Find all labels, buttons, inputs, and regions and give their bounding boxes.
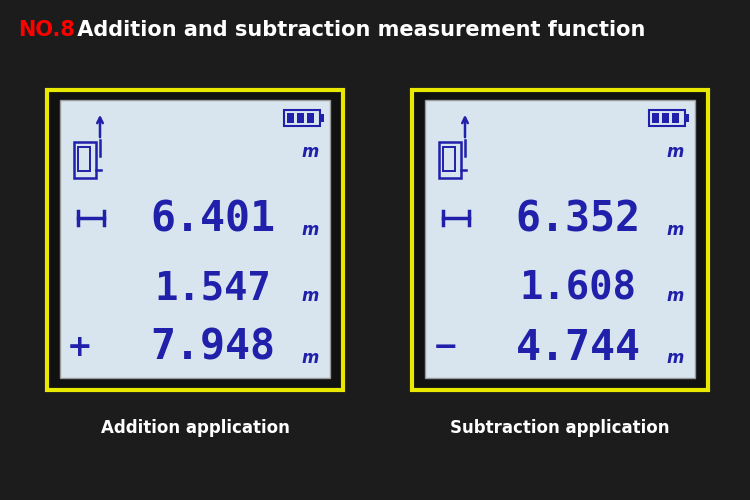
Bar (412, 90, 708, 390)
Text: m: m (302, 143, 319, 161)
Bar (60, 100, 330, 378)
Text: +: + (68, 334, 93, 362)
Bar (649, 110, 685, 126)
Text: m: m (302, 287, 319, 305)
Bar (443, 147, 455, 171)
Text: Addition application: Addition application (100, 419, 290, 437)
Text: 1.547: 1.547 (154, 269, 272, 307)
Bar (320, 114, 324, 122)
Text: 6.352: 6.352 (515, 199, 640, 241)
Text: m: m (666, 349, 684, 367)
Bar (672, 113, 679, 123)
Text: Addition and subtraction measurement function: Addition and subtraction measurement fun… (70, 20, 645, 40)
Bar (78, 147, 90, 171)
Bar (439, 142, 461, 178)
Text: m: m (666, 221, 684, 239)
Text: 1.608: 1.608 (520, 269, 637, 307)
Text: 7.948: 7.948 (151, 327, 275, 369)
Text: −: − (432, 334, 457, 362)
Text: m: m (666, 287, 684, 305)
Bar (287, 113, 294, 123)
Bar (307, 113, 314, 123)
Text: 4.744: 4.744 (515, 327, 640, 369)
Bar (284, 110, 320, 126)
Text: NO.8: NO.8 (18, 20, 75, 40)
Text: 6.401: 6.401 (151, 199, 275, 241)
Text: m: m (302, 349, 319, 367)
Bar (297, 113, 304, 123)
Bar (425, 100, 695, 378)
Text: m: m (302, 221, 319, 239)
Bar (74, 142, 96, 178)
Bar (662, 113, 669, 123)
Text: Subtraction application: Subtraction application (450, 419, 670, 437)
Bar (47, 90, 343, 390)
Text: m: m (666, 143, 684, 161)
Bar (685, 114, 689, 122)
Bar (652, 113, 659, 123)
